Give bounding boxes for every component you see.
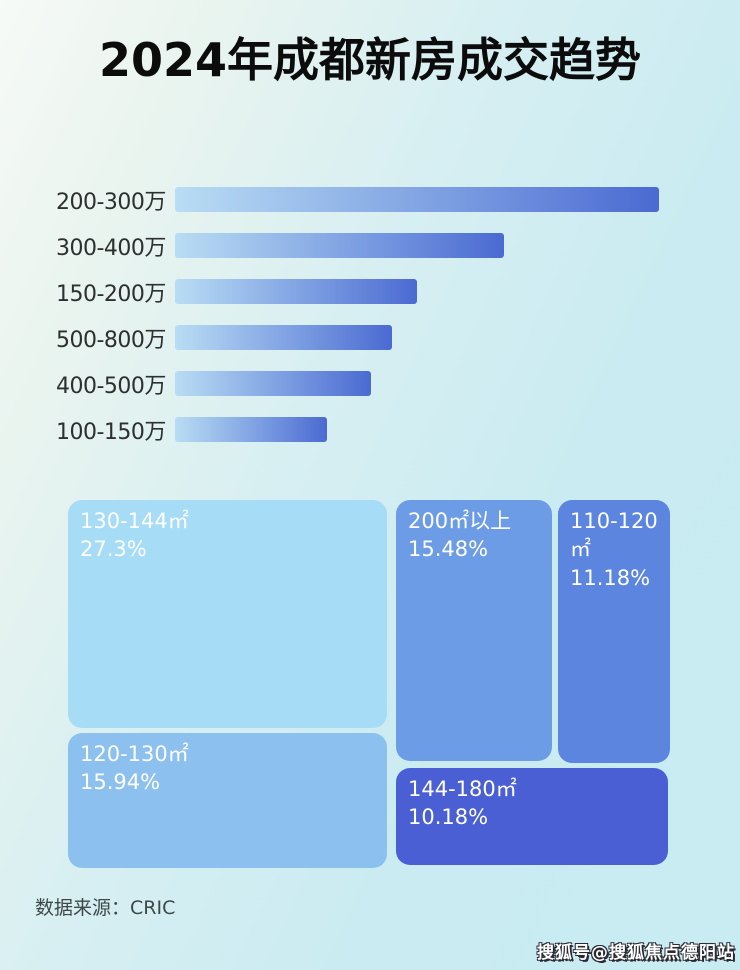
page-title: 2024年成都新房成交趋势: [98, 33, 642, 87]
bar-row: 100-150万: [0, 417, 740, 445]
treemap-block: 200㎡以上 15.48%: [396, 500, 552, 761]
bar: [175, 187, 659, 212]
treemap-block-percent: 27.3%: [80, 537, 147, 562]
bar-category-label: 100-150万: [56, 419, 166, 445]
treemap-block-percent: 15.94%: [80, 770, 161, 795]
bar-category-label: 150-200万: [56, 281, 166, 307]
treemap-block-label: 120-130㎡: [80, 742, 189, 766]
treemap-block-percent: 11.18%: [570, 565, 651, 590]
treemap-block: 120-130㎡ 15.94%: [68, 733, 387, 868]
bar: [175, 325, 392, 350]
bar: [175, 233, 504, 258]
bar: [175, 279, 417, 304]
bar-row: 400-500万: [0, 371, 740, 399]
treemap-block-label: 110-120㎡: [570, 509, 658, 562]
treemap-block-label: 144-180㎡: [408, 777, 517, 801]
treemap-block-percent: 15.48%: [408, 537, 489, 562]
treemap-block-percent: 10.18%: [408, 805, 489, 830]
treemap-block: 130-144㎡ 27.3%: [68, 500, 387, 728]
bar: [175, 371, 371, 396]
treemap-block-label: 130-144㎡: [80, 509, 189, 533]
bar-row: 300-400万: [0, 233, 740, 261]
area-share-treemap: 130-144㎡ 27.3% 120-130㎡ 15.94% 200㎡以上 15…: [66, 500, 672, 868]
bar-category-label: 200-300万: [56, 189, 166, 215]
bar-row: 150-200万: [0, 279, 740, 307]
data-source-label: 数据来源：CRIC: [35, 897, 176, 919]
bar-category-label: 500-800万: [56, 327, 166, 353]
treemap-block: 144-180㎡ 10.18%: [396, 768, 668, 865]
treemap-block: 110-120㎡ 11.18%: [558, 500, 670, 763]
watermark: 搜狐号@搜狐焦点德阳站: [537, 943, 735, 963]
bar-row: 500-800万: [0, 325, 740, 353]
bar-category-label: 300-400万: [56, 235, 166, 261]
treemap-block-label: 200㎡以上: [408, 509, 512, 533]
price-bar-chart: 200-300万 300-400万 150-200万 500-800万 400-…: [0, 187, 740, 445]
bar-row: 200-300万: [0, 187, 740, 215]
bar-category-label: 400-500万: [56, 373, 166, 399]
bar: [175, 417, 327, 442]
